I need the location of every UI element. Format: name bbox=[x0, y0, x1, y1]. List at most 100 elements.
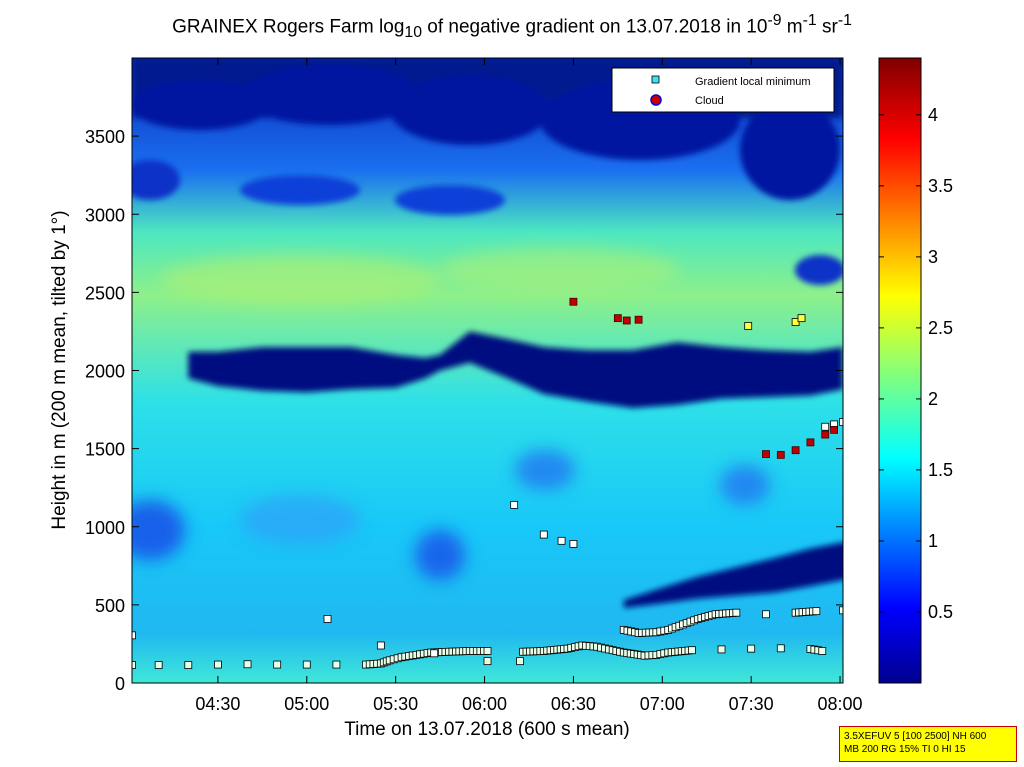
gradient-minimum-marker bbox=[332, 660, 341, 669]
legend: Gradient local minimum Cloud bbox=[611, 67, 835, 113]
y-axis: 0 500 1000 1500 2000 2500 3000 3500 bbox=[85, 127, 843, 694]
gradient-minimum-marker bbox=[273, 660, 282, 669]
blue-patch bbox=[515, 450, 575, 490]
gradient-minimum-marker bbox=[839, 606, 843, 615]
gradient-minimum-marker bbox=[483, 657, 492, 666]
title-exponent-2: -1 bbox=[802, 12, 817, 29]
gradient-minimum-marker bbox=[323, 615, 332, 623]
colorbar-tick-label: 1.5 bbox=[928, 460, 953, 480]
processing-parameters-box: 3.5XEFUV 5 [100 2500] NH 600 MB 200 RG 1… bbox=[839, 726, 1017, 762]
colorbar-tick-label: 2 bbox=[928, 389, 938, 409]
gradient-minimum-marker bbox=[732, 608, 741, 617]
gradient-minimum-marker bbox=[132, 661, 136, 669]
colorbar-ramp bbox=[878, 57, 922, 684]
upper-blob bbox=[240, 175, 360, 205]
x-tick-label: 04:30 bbox=[195, 694, 240, 714]
blue-patch bbox=[132, 500, 185, 560]
gradient-minimum-marker bbox=[539, 530, 548, 539]
colorbar-tick-label: 2.5 bbox=[928, 318, 953, 338]
gradient-minimum-marker bbox=[243, 660, 252, 669]
upper-blob bbox=[132, 160, 180, 200]
title-exponent-3: -1 bbox=[837, 12, 852, 29]
gradient-minimum-marker bbox=[797, 314, 806, 323]
x-tick-label: 06:00 bbox=[462, 694, 507, 714]
x-axis-label: Time on 13.07.2018 (600 s mean) bbox=[344, 719, 630, 740]
cloud-marker bbox=[762, 450, 770, 458]
heatmap-field bbox=[132, 58, 843, 683]
x-tick-label: 06:30 bbox=[551, 694, 596, 714]
y-tick-label: 2000 bbox=[85, 362, 125, 382]
upper-blob bbox=[240, 65, 420, 125]
x-axis: 04:30 05:00 05:30 06:00 06:30 07:00 07:30 08:00 bbox=[195, 58, 863, 714]
cloud-marker bbox=[776, 450, 785, 459]
gradient-minimum-marker bbox=[569, 540, 578, 548]
y-tick-label: 2500 bbox=[85, 283, 125, 303]
colorbar: 0.5 1 1.5 2 2.5 3 3.5 4 bbox=[878, 57, 953, 684]
colorbar-tick-label: 1 bbox=[928, 531, 938, 551]
legend-marker-cloud bbox=[650, 94, 662, 106]
cloud-marker bbox=[791, 446, 800, 455]
gradient-minimum-marker bbox=[688, 646, 696, 655]
gradient-minimum-marker bbox=[791, 318, 800, 326]
cloud-marker bbox=[830, 425, 839, 434]
gradient-minimum-marker bbox=[154, 661, 163, 669]
gradient-minimum-marker bbox=[717, 645, 726, 654]
cloud-marker bbox=[821, 430, 830, 439]
upper-blobs bbox=[132, 58, 843, 285]
markers-group bbox=[132, 297, 843, 669]
upper-blob bbox=[132, 80, 270, 130]
gradient-minimum-marker bbox=[214, 660, 222, 669]
upper-blob bbox=[740, 100, 840, 200]
x-tick-label: 07:00 bbox=[640, 694, 685, 714]
y-tick-label: 3500 bbox=[85, 127, 125, 147]
gradient-minimum-marker bbox=[818, 647, 827, 655]
dark-layer-upper bbox=[188, 331, 843, 408]
gradient-minimum-marker bbox=[302, 660, 311, 669]
y-tick-label: 0 bbox=[115, 674, 125, 694]
dark-layer-lower bbox=[623, 542, 843, 608]
cloud-marker bbox=[622, 316, 631, 325]
colorbar-tick-label: 4 bbox=[928, 105, 938, 125]
gradient-minimum-marker bbox=[376, 641, 385, 650]
upper-blob bbox=[395, 185, 505, 215]
colorbar-tick-label: 0.5 bbox=[928, 602, 953, 622]
title-unit-m: m bbox=[781, 16, 803, 38]
legend-label-cloud: Cloud bbox=[695, 95, 724, 107]
gradient-minimum-marker bbox=[516, 657, 524, 666]
parameters-line-2: MB 200 RG 15% TI 0 HI 15 bbox=[844, 744, 966, 755]
cloud-marker bbox=[613, 314, 622, 323]
green-patch bbox=[440, 248, 680, 292]
gradient-minimum-marker bbox=[430, 649, 439, 658]
blue-patch bbox=[720, 465, 770, 505]
legend-label-gradient-minimum: Gradient local minimum bbox=[695, 76, 811, 88]
gradient-minimum-marker bbox=[510, 500, 519, 509]
gradient-minimum-marker bbox=[762, 610, 770, 619]
gradient-minimum-marker bbox=[812, 607, 821, 616]
title-middle: of negative gradient on 13.07.2018 in 10 bbox=[422, 16, 768, 38]
y-axis-label: Height in m (200 m mean, tilted by 1°) bbox=[49, 210, 70, 529]
gradient-minimum-marker bbox=[132, 631, 136, 640]
gradient-minimum-marker bbox=[776, 644, 785, 653]
gradient-minimum-marker bbox=[184, 661, 193, 669]
title-prefix: GRAINEX Rogers Farm log bbox=[172, 16, 405, 38]
colorbar-ticks: 0.5 1 1.5 2 2.5 3 3.5 4 bbox=[879, 105, 953, 622]
parameters-line-1: 3.5XEFUV 5 [100 2500] NH 600 bbox=[844, 731, 987, 742]
gradient-minimum-marker bbox=[744, 322, 753, 330]
green-patch bbox=[160, 255, 440, 305]
x-tick-label: 07:30 bbox=[729, 694, 774, 714]
gradient-minimum-marker bbox=[839, 418, 843, 426]
legend-marker-gradient-minimum bbox=[651, 75, 660, 84]
colorbar-tick-label: 3.5 bbox=[928, 176, 953, 196]
y-tick-label: 1000 bbox=[85, 518, 125, 538]
blue-patch bbox=[240, 495, 360, 545]
x-tick-label: 08:00 bbox=[818, 694, 863, 714]
gradient-minimum-marker bbox=[557, 536, 566, 545]
y-tick-label: 500 bbox=[95, 596, 125, 616]
title-exponent-1: -9 bbox=[767, 12, 782, 29]
y-tick-label: 1500 bbox=[85, 440, 125, 460]
cloud-marker bbox=[634, 315, 643, 324]
title-log-subscript: 10 bbox=[404, 24, 422, 42]
gradient-minimum-marker bbox=[747, 644, 756, 653]
blue-patch bbox=[415, 530, 465, 580]
